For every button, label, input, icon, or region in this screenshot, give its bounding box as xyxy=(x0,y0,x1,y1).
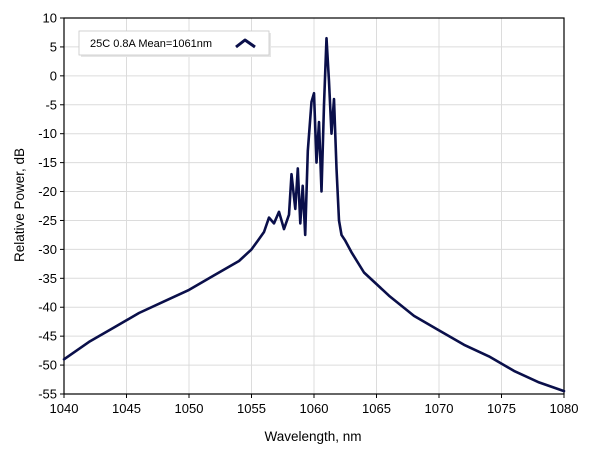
x-tick-label: 1070 xyxy=(425,401,454,416)
y-tick-label: 5 xyxy=(50,39,57,54)
y-tick-label: -10 xyxy=(38,126,57,141)
y-tick-label: -15 xyxy=(38,155,57,170)
x-tick-label: 1050 xyxy=(175,401,204,416)
legend: 25C 0.8A Mean=1061nm xyxy=(78,30,271,57)
legend-box xyxy=(78,30,270,56)
y-axis-label: Relative Power, dB xyxy=(12,148,27,262)
y-tick-label: -55 xyxy=(38,387,57,402)
legend-entry-label: 25C 0.8A Mean=1061nm xyxy=(90,38,212,50)
y-tick-label: -35 xyxy=(38,271,57,286)
x-tick-label: 1080 xyxy=(550,401,579,416)
x-tick-label: 1065 xyxy=(362,401,391,416)
y-tick-label: -40 xyxy=(38,300,57,315)
x-tick-label: 1060 xyxy=(300,401,329,416)
y-axis-ticks: 10 5 0 -5 -10 -15 -20 -25 -30 -35 -40 -45 -50 -55 xyxy=(38,11,64,402)
series-layer xyxy=(62,36,566,393)
y-tick-label: 10 xyxy=(43,11,57,26)
grid-lines xyxy=(63,17,565,395)
series-line xyxy=(62,36,566,393)
x-tick-label: 1040 xyxy=(50,401,79,416)
y-tick-label: -25 xyxy=(38,213,57,228)
x-tick-label: 1075 xyxy=(487,401,516,416)
y-tick-label: -20 xyxy=(38,184,57,199)
x-axis-ticks: 1040 1045 1050 1055 1060 1065 1070 1075 1080 xyxy=(50,394,579,416)
x-tick-label: 1045 xyxy=(112,401,141,416)
y-tick-label: -45 xyxy=(38,329,57,344)
x-tick-label: 1055 xyxy=(237,401,266,416)
y-tick-label: 0 xyxy=(50,68,57,83)
legend-line-swatch xyxy=(235,38,256,49)
x-axis-label: Wavelength, nm xyxy=(264,429,361,444)
y-tick-label: -50 xyxy=(38,358,57,373)
y-tick-label: -30 xyxy=(38,242,57,257)
y-tick-label: -5 xyxy=(45,97,57,112)
